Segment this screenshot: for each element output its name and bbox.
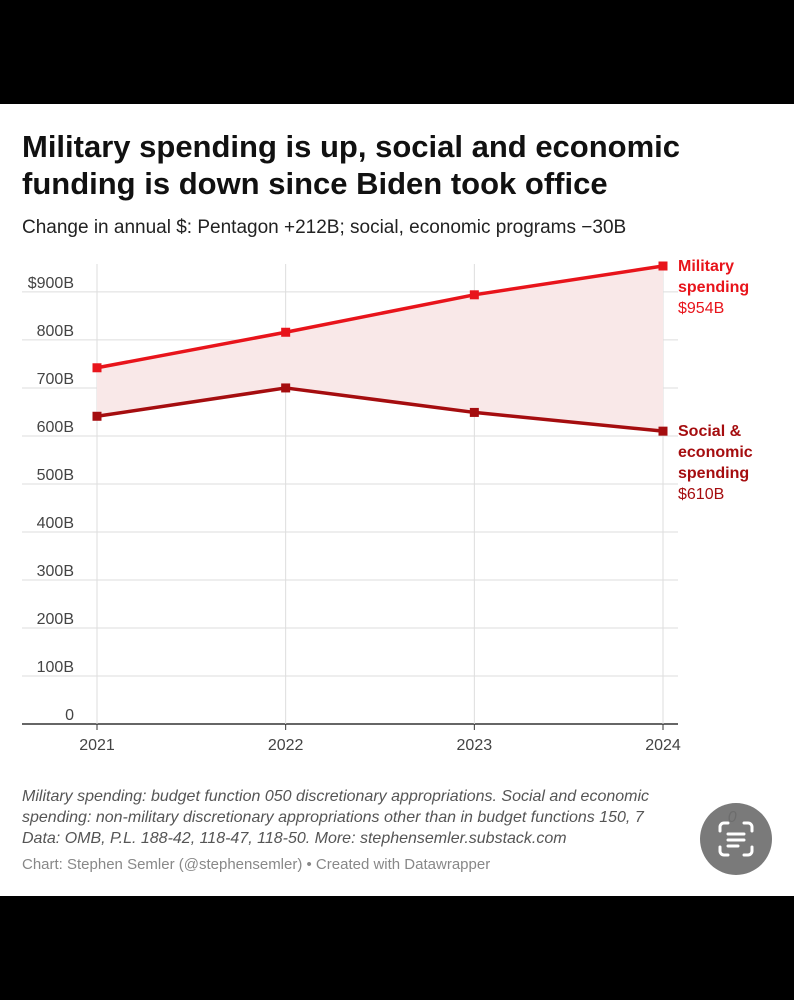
series-end-value: $610B	[678, 486, 724, 503]
x-tick-label: 2023	[457, 737, 493, 754]
y-tick-label: 500B	[37, 467, 74, 484]
y-tick-label: 300B	[37, 563, 74, 580]
y-tick-label: 800B	[37, 323, 74, 340]
note-line-2: spending: non-military discretionary app…	[22, 807, 782, 828]
series-label: spending	[678, 279, 749, 296]
data-point-marker	[469, 407, 479, 417]
data-point-marker	[658, 426, 668, 436]
series-label: Social &	[678, 423, 742, 440]
y-tick-label: $900B	[28, 275, 74, 292]
data-point-marker	[92, 363, 102, 373]
chart-credit: Chart: Stephen Semler (@stephensemler) •…	[22, 856, 491, 873]
x-tick-label: 2024	[645, 737, 681, 754]
note-line-1: Military spending: budget function 050 d…	[22, 788, 650, 805]
y-tick-label: 100B	[37, 659, 74, 676]
data-point-marker	[469, 290, 479, 300]
series-end-labels: Military spending $954B Social & economic spe…	[678, 258, 753, 503]
data-point-marker	[92, 411, 102, 421]
y-tick-label: 600B	[37, 419, 74, 436]
y-tick-label: 200B	[37, 611, 74, 628]
y-tick-label: 700B	[37, 371, 74, 388]
series-label: economic	[678, 444, 753, 461]
data-point-marker	[281, 327, 291, 337]
y-tick-label: 0	[65, 707, 74, 724]
note-line-2-text: spending: non-military discretionary app…	[22, 809, 644, 826]
series-line-0	[96, 264, 664, 370]
series-end-value: $954B	[678, 300, 724, 317]
google-lens-icon[interactable]	[700, 803, 772, 875]
y-tick-label: 400B	[37, 515, 74, 532]
data-point-marker	[281, 383, 291, 393]
x-tick-label: 2022	[268, 737, 304, 754]
chart-title: Military spending is up, social and econ…	[22, 129, 681, 201]
chart-subtitle: Change in annual $: Pentagon +212B; soci…	[22, 217, 627, 238]
line-chart: 0 100B 200B 300B 400B 500B 600B 700B 800B $900B 20…	[22, 258, 753, 754]
series-line-1	[96, 386, 664, 433]
area-between-fill	[97, 266, 663, 432]
tick-labels: 0 100B 200B 300B 400B 500B 600B 700B 800B $900B 20…	[28, 275, 681, 754]
series-lines	[92, 261, 668, 436]
series-label: spending	[678, 465, 749, 482]
series-label: Military	[678, 258, 734, 275]
chart-notes: Military spending: budget function 050 d…	[22, 786, 782, 849]
area-between-series	[97, 266, 663, 432]
chart-card: Military spending is up, social and econ…	[0, 104, 794, 896]
lens-glyph	[718, 821, 754, 857]
data-point-marker	[658, 261, 668, 271]
x-tick-label: 2021	[79, 737, 115, 754]
note-line-3: Data: OMB, P.L. 188-42, 118-47, 118-50. …	[22, 830, 567, 847]
